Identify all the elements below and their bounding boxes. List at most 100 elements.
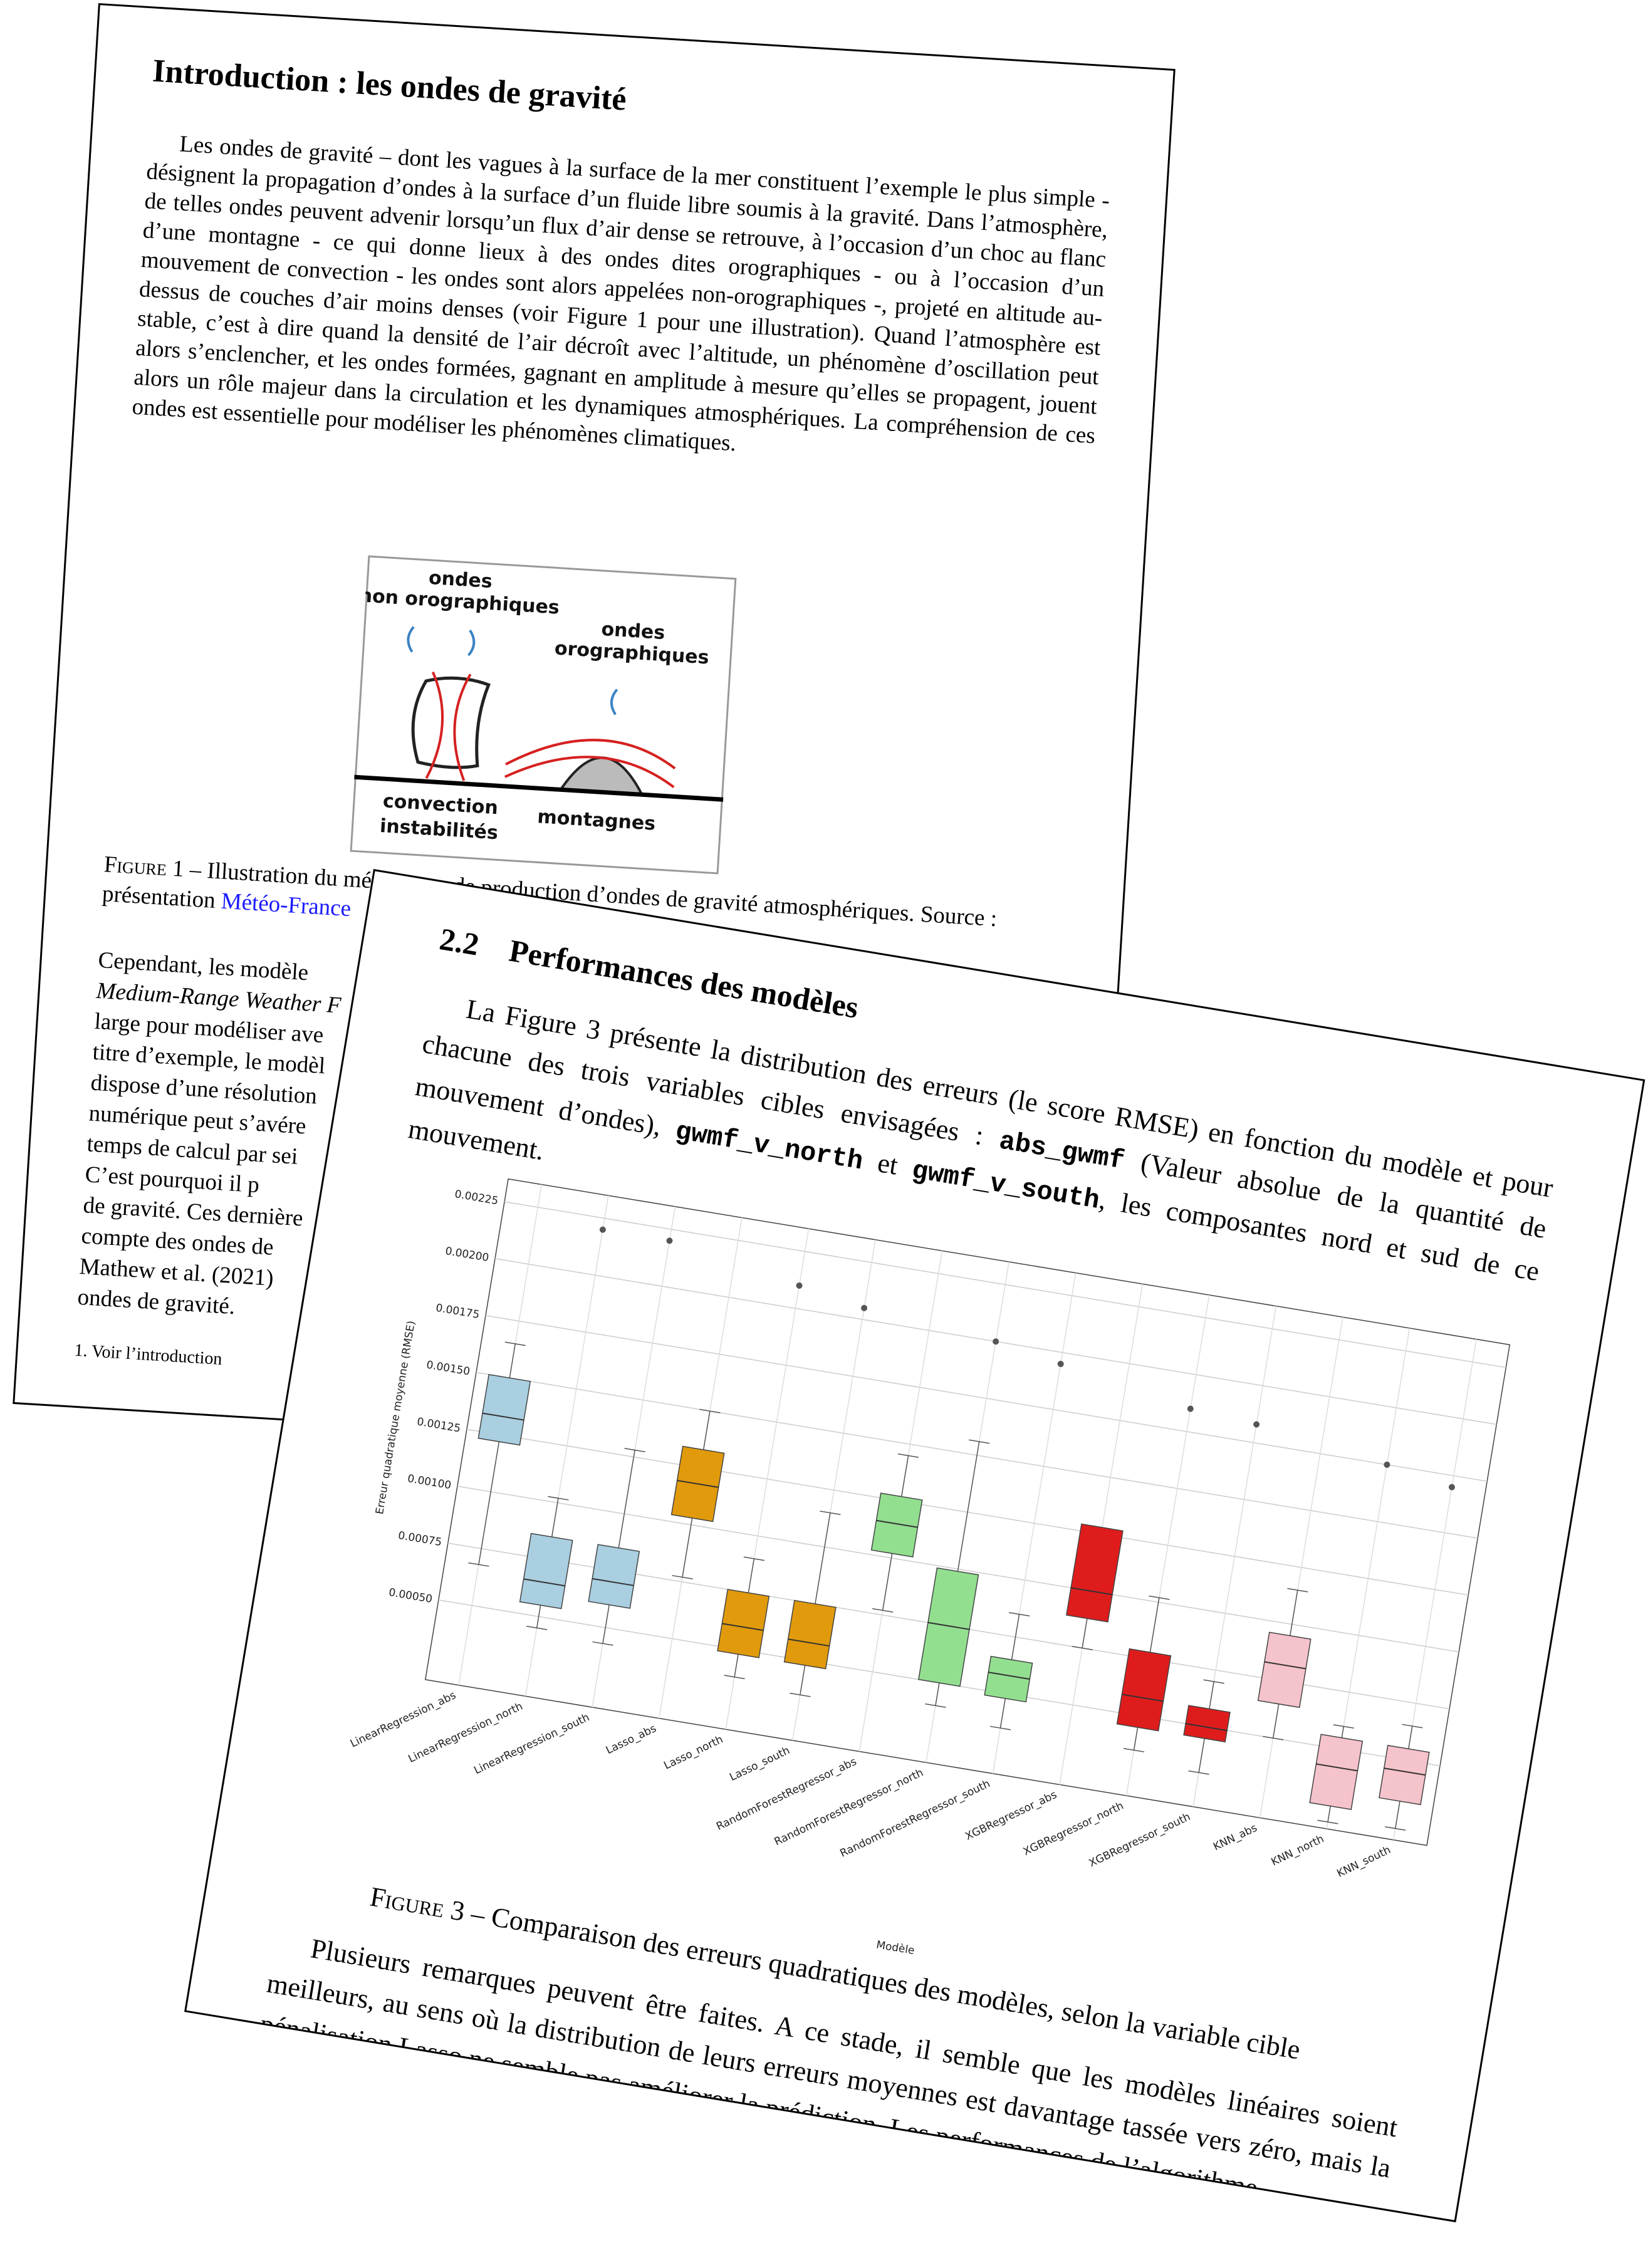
whisker-cap — [724, 1675, 745, 1680]
outlier — [599, 1226, 606, 1233]
paragraph: Les ondes de gravité – dont les vagues à… — [131, 131, 1110, 457]
whisker — [618, 1450, 635, 1548]
whisker-cap — [1123, 1747, 1145, 1752]
median — [482, 1412, 524, 1421]
whisker — [882, 1553, 893, 1611]
median — [1264, 1661, 1306, 1670]
outlier — [1057, 1361, 1064, 1368]
wave-arrows — [407, 626, 618, 715]
whisker — [682, 1517, 693, 1578]
outlier — [666, 1237, 673, 1244]
outlier — [1448, 1484, 1455, 1490]
whisker-cap — [969, 1439, 990, 1444]
box — [1309, 1734, 1364, 1811]
whisker-cap — [1402, 1724, 1423, 1729]
x-tick-label: Lasso_abs — [604, 1722, 659, 1757]
y-tick-label: 0.00100 — [407, 1472, 452, 1492]
figure-label: ondes — [428, 567, 493, 593]
box — [717, 1588, 770, 1658]
text: et — [860, 1145, 915, 1183]
ground — [354, 774, 724, 802]
box — [1379, 1745, 1430, 1806]
whisker — [536, 1605, 541, 1628]
box — [1257, 1631, 1312, 1709]
box — [1183, 1705, 1231, 1743]
x-tick-label: KNN_abs — [1211, 1822, 1259, 1854]
whisker-cap — [925, 1703, 946, 1708]
caption-label: Figure 1 — [103, 851, 185, 882]
whisker — [551, 1498, 559, 1537]
y-tick-label: 0.00175 — [435, 1302, 481, 1321]
whisker — [1149, 1597, 1160, 1653]
x-tick-label: RandomForestRegressor_north — [773, 1766, 926, 1848]
y-axis-label: Erreur quadratique moyenne (RMSE) — [373, 1320, 418, 1516]
median — [876, 1519, 918, 1528]
whisker — [1408, 1725, 1413, 1749]
box — [1116, 1648, 1172, 1732]
whisker — [702, 1411, 711, 1450]
whisker-cap — [1188, 1770, 1209, 1775]
whisker — [734, 1654, 739, 1677]
heading: Introduction : les ondes de gravité — [151, 53, 628, 118]
whisker-cap — [1203, 1679, 1224, 1684]
whisker-cap — [1385, 1826, 1406, 1831]
whisker-cap — [743, 1556, 764, 1561]
outlier — [796, 1282, 803, 1289]
convection-cell — [411, 676, 491, 769]
source-link[interactable]: Météo-France — [220, 888, 352, 922]
orographic-flow — [504, 739, 676, 788]
whisker-cap — [1287, 1588, 1308, 1593]
whisker-cap — [548, 1496, 569, 1501]
whisker — [1082, 1618, 1088, 1648]
whisker-cap — [672, 1574, 693, 1579]
box — [477, 1374, 531, 1446]
y-tick-label: 0.00050 — [388, 1586, 434, 1606]
median — [988, 1672, 1030, 1680]
page-two: 2.2 Performances des modèles La Figure 3 … — [184, 869, 1645, 2223]
whisker — [1290, 1590, 1298, 1636]
y-tick-label: 0.00200 — [444, 1245, 490, 1264]
outlier — [1384, 1461, 1390, 1468]
whisker-cap — [1333, 1724, 1354, 1729]
whisker-cap — [897, 1453, 919, 1458]
convection-flow — [425, 671, 472, 781]
median — [722, 1623, 764, 1631]
section-number: 2.2 — [437, 921, 482, 962]
x-tick-label: RandomForestRegressor_south — [838, 1777, 993, 1860]
whisker — [1198, 1738, 1205, 1773]
box — [519, 1532, 573, 1610]
whisker — [957, 1441, 980, 1572]
box — [588, 1544, 640, 1609]
box — [783, 1600, 837, 1670]
y-tick-label: 0.00150 — [425, 1359, 471, 1378]
whisker — [1272, 1704, 1280, 1739]
whisker-cap — [1317, 1819, 1338, 1824]
whisker-cap — [989, 1725, 1011, 1730]
whisker — [815, 1512, 831, 1605]
footnote: 1. Voir l’introduction — [73, 1340, 223, 1370]
median — [1122, 1693, 1164, 1702]
box — [870, 1492, 923, 1558]
x-tick-label: RandomForestRegressor_abs — [714, 1756, 858, 1833]
box — [918, 1567, 979, 1687]
whisker — [478, 1441, 500, 1565]
x-axis-label: Modèle — [875, 1938, 915, 1957]
outlier — [1253, 1421, 1260, 1428]
whisker-cap — [504, 1341, 526, 1346]
median — [1316, 1763, 1358, 1772]
box — [984, 1655, 1033, 1703]
whisker-cap — [526, 1625, 548, 1630]
whisker — [748, 1558, 755, 1593]
whisker-cap — [1072, 1646, 1093, 1650]
code: abs_gwmf — [997, 1126, 1127, 1177]
whisker — [1341, 1726, 1345, 1738]
caption-label: Figure 3 — [368, 1881, 467, 1927]
whisker — [1395, 1801, 1400, 1829]
whisker-cap — [592, 1641, 613, 1646]
x-tick-label: XGBRegressor_abs — [963, 1789, 1059, 1843]
covered-line: ondes de gravité. — [76, 1284, 236, 1320]
whisker-cap — [1263, 1735, 1284, 1740]
box-chart: 0.00050 0.00075 0.00100 0.00125 0.00150 0.001… — [348, 1178, 1511, 1957]
x-tick-label: Lasso_north — [662, 1733, 725, 1772]
